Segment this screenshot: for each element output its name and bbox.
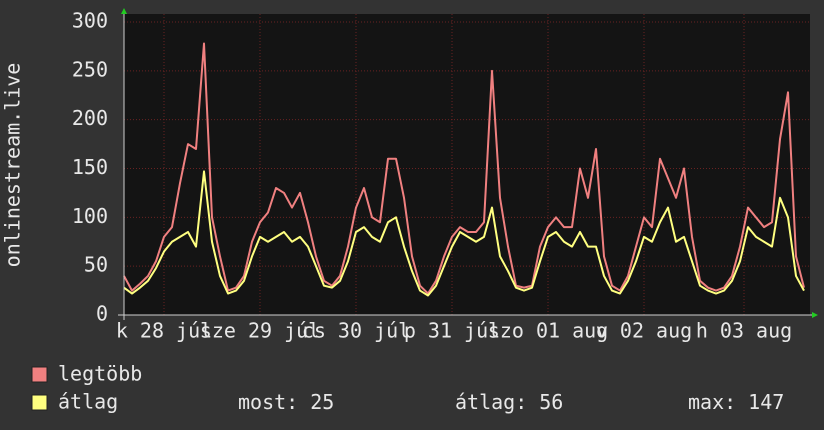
legend: legtöbb átlag most: 25 átlag: 56 max: 147 — [31, 362, 784, 414]
y-tick-label: 250 — [72, 57, 108, 81]
y-tick-label: 100 — [72, 204, 108, 228]
series-line — [123, 42, 805, 295]
legend-swatch — [31, 394, 48, 411]
lines — [123, 42, 805, 297]
series-line — [123, 170, 805, 297]
stat-label: átlag: — [455, 390, 527, 414]
y-arrow — [121, 8, 127, 14]
y-tick-label: 50 — [84, 253, 108, 277]
stat: átlag: 56 — [455, 390, 563, 414]
stat-value: 56 — [539, 390, 563, 414]
y-axis-label: onlinestream.live — [1, 63, 25, 268]
stat-label: most: — [238, 390, 298, 414]
stat: most: 25 — [238, 390, 334, 414]
x-tick-label: h 03 aug — [696, 319, 792, 343]
legend-label: átlag — [58, 390, 118, 414]
y-tick-label: 0 — [96, 302, 108, 326]
y-tick-label: 200 — [72, 106, 108, 130]
stat-value: 25 — [310, 390, 334, 414]
plot-area — [124, 14, 810, 315]
y-tick-label: 150 — [72, 155, 108, 179]
legend-label: legtöbb — [58, 362, 142, 386]
x-tick-label: p 31 júl — [404, 319, 500, 343]
stat-value: 147 — [748, 390, 784, 414]
stat-label: max: — [688, 390, 736, 414]
x-tick-label: sze 29 júl — [200, 319, 320, 343]
x-arrow — [812, 312, 818, 318]
x-tick-label: v 02 aug — [596, 319, 692, 343]
x-tick-label: szo 01 aug — [488, 319, 608, 343]
stat: max: 147 — [688, 390, 784, 414]
y-tick-label: 300 — [72, 9, 108, 33]
x-tick-label: cs 30 júl — [302, 319, 410, 343]
legend-swatch — [31, 366, 48, 383]
x-tick-label: k 28 júl — [116, 319, 212, 343]
